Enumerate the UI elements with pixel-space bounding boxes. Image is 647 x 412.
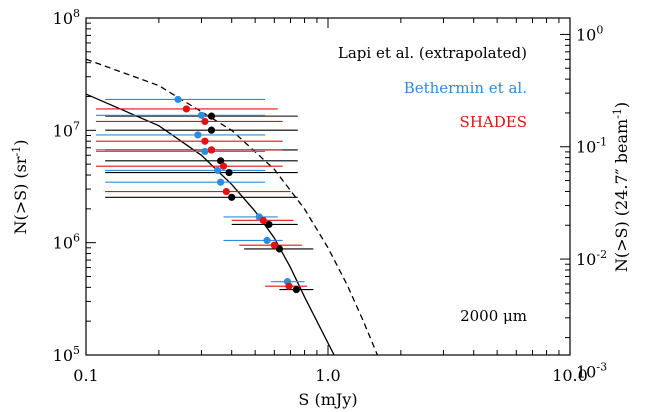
y-tick-label: 105 <box>53 344 80 365</box>
data-point <box>174 95 182 104</box>
data-point <box>207 112 216 120</box>
legend: Lapi et al. (extrapolated) Bethermin et … <box>338 44 527 131</box>
plot-frame <box>85 17 571 356</box>
y-tick-label: 106 <box>53 232 80 253</box>
data-points <box>96 95 314 294</box>
data-point <box>194 131 202 139</box>
x-tick-label: 10.0 <box>552 366 588 385</box>
data-point <box>201 147 209 156</box>
tick-labels: 0.1 1.0 10.0 105 106 107 108 100 10-1 10-2 10-3 <box>53 7 607 385</box>
legend-entry-bethermin: Bethermin et al. <box>404 79 527 97</box>
y-tick-label: 108 <box>53 7 80 28</box>
data-point <box>217 178 225 186</box>
data-point <box>217 157 225 165</box>
data-point <box>265 220 273 229</box>
data-point <box>201 117 209 126</box>
data-point <box>270 241 278 249</box>
y-axis-label: N(>S) (sr-1) <box>10 139 30 234</box>
legend-entry-shades: SHADES <box>460 113 527 131</box>
data-point <box>285 282 293 290</box>
data-point <box>182 105 191 113</box>
y2-tick-label: 10-2 <box>576 248 607 269</box>
data-point <box>228 193 236 201</box>
data-point <box>259 216 267 224</box>
data-point <box>214 166 222 175</box>
data-point <box>292 285 300 294</box>
data-point <box>222 187 230 196</box>
data-point <box>263 236 271 245</box>
model-curves <box>86 58 379 355</box>
y2-axis-label: N(>S) (24.7″ beam-1) <box>611 102 631 272</box>
data-point <box>207 126 216 134</box>
y2-tick-label: 10-1 <box>576 136 607 157</box>
x-tick-label: 0.1 <box>73 366 98 385</box>
data-point <box>201 137 209 145</box>
legend-entry-lapi: Lapi et al. (extrapolated) <box>338 44 527 62</box>
data-point <box>197 111 206 119</box>
x-tick-label: 1.0 <box>315 366 340 385</box>
wavelength-annotation: 2000 μm <box>460 307 527 325</box>
x-axis-label: S (mJy) <box>298 390 357 409</box>
data-point <box>225 168 233 177</box>
y-tick-label: 107 <box>53 119 80 140</box>
y2-tick-label: 100 <box>576 23 603 44</box>
axis-ticks <box>85 18 570 356</box>
data-point <box>207 146 216 154</box>
data-point <box>219 162 228 170</box>
y2-tick-label: 10-3 <box>576 360 607 381</box>
model-curve-dashed <box>86 58 379 355</box>
data-point <box>275 245 284 253</box>
